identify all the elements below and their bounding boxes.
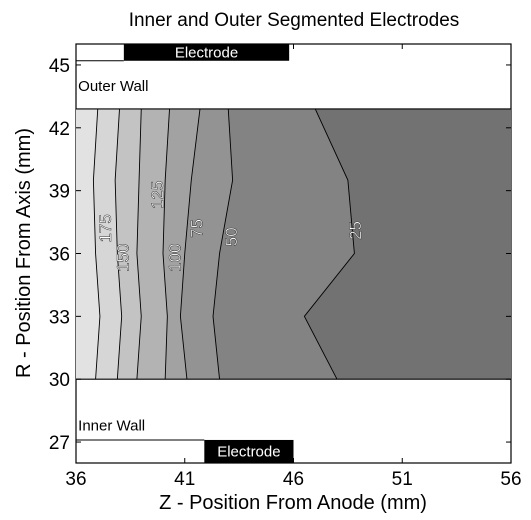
x-axis-ticks: 36 41 46 51 56 xyxy=(65,44,522,490)
y-tick-label-30: 30 xyxy=(49,370,70,391)
contour-line-175 xyxy=(92,108,101,380)
contour-line-125 xyxy=(136,108,142,380)
contour-line-100 xyxy=(162,108,170,380)
outer-electrode-bar xyxy=(123,44,290,61)
y-axis-ticks: 27 30 33 36 39 42 45 xyxy=(49,56,511,454)
x-tick-label-56: 56 xyxy=(500,469,521,490)
x-tick-label-51: 51 xyxy=(392,469,413,490)
channel-region xyxy=(76,108,512,380)
y-tick-label-42: 42 xyxy=(49,119,70,140)
contour-lines xyxy=(92,108,355,380)
y-tick-label-27: 27 xyxy=(49,433,70,454)
contour-band-25 xyxy=(304,108,511,380)
inner-wall-label: Inner Wall xyxy=(78,417,145,434)
inner-electrode-label: Electrode xyxy=(217,443,280,460)
x-tick-label-41: 41 xyxy=(174,469,195,490)
contour-line-50 xyxy=(212,108,234,380)
contour-line-150 xyxy=(114,108,123,380)
y-tick-label-36: 36 xyxy=(49,245,70,266)
contour-line-25 xyxy=(303,108,355,380)
y-tick-label-39: 39 xyxy=(49,182,70,203)
chart-title: Inner and Outer Segmented Electrodes xyxy=(129,10,460,31)
y-tick-label-33: 33 xyxy=(49,307,70,328)
inner-electrode-bar xyxy=(204,439,294,463)
contour-label-100: 100 xyxy=(166,244,185,272)
x-axis-label: Z - Position From Anode (mm) xyxy=(159,492,427,514)
y-tick-label-45: 45 xyxy=(49,56,70,77)
contour-label-175: 175 xyxy=(96,214,115,242)
outer-electrode-label: Electrode xyxy=(175,44,238,61)
wall-lines xyxy=(76,60,511,441)
contour-label-25: 25 xyxy=(346,221,365,240)
x-tick-label-46: 46 xyxy=(283,469,304,490)
outer-wall-label: Outer Wall xyxy=(78,78,148,95)
contour-label-75: 75 xyxy=(187,219,206,238)
x-tick-label-36: 36 xyxy=(65,469,86,490)
y-axis-label: R - Position From Axis (mm) xyxy=(13,128,35,378)
contour-label-50: 50 xyxy=(222,227,241,246)
contour-label-150: 150 xyxy=(113,244,132,272)
contour-line-75 xyxy=(179,108,201,380)
contour-label-125: 125 xyxy=(148,181,167,209)
